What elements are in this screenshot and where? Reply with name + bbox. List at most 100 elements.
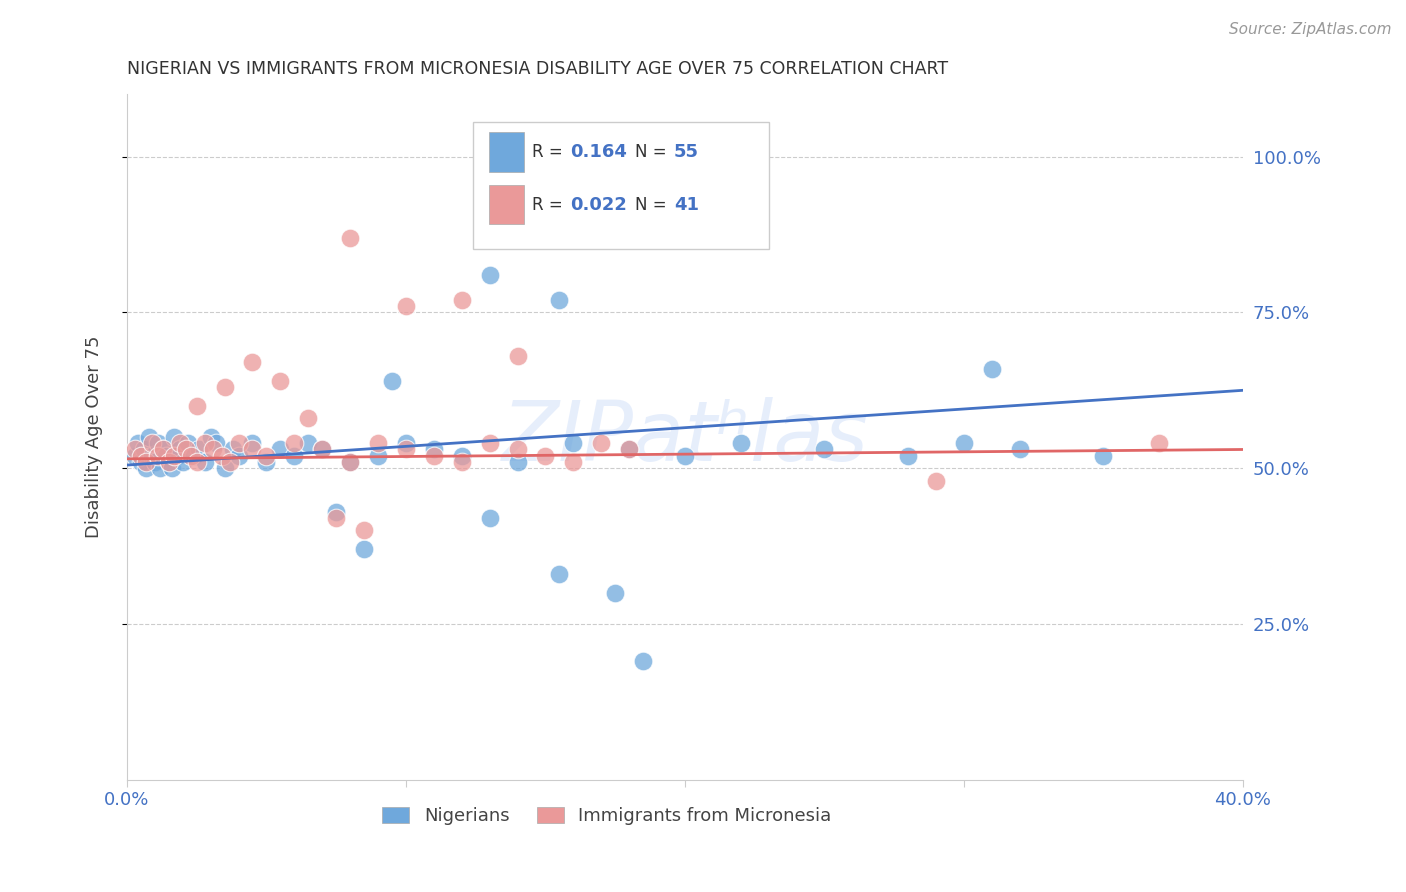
Point (202, 442, 225, 457)
Point (180, 449, 202, 463)
Point (163, 430, 186, 444)
Point (395, 442, 418, 457)
Point (129, 455, 152, 469)
Point (297, 436, 319, 450)
Point (146, 436, 169, 450)
Point (395, 299, 418, 313)
Point (617, 442, 640, 457)
Point (730, 436, 752, 450)
Point (214, 380, 236, 394)
Point (591, 436, 613, 450)
Point (219, 455, 242, 469)
Point (423, 442, 446, 457)
Point (127, 436, 149, 450)
Point (174, 442, 197, 457)
Point (242, 355, 264, 369)
Point (423, 449, 446, 463)
Point (194, 436, 217, 450)
Point (450, 449, 472, 463)
Point (254, 449, 277, 463)
Point (925, 474, 948, 488)
Point (152, 442, 174, 457)
Legend: Nigerians, Immigrants from Micronesia: Nigerians, Immigrants from Micronesia (375, 799, 838, 832)
Point (450, 455, 472, 469)
Point (129, 449, 152, 463)
Point (617, 442, 640, 457)
Point (188, 442, 211, 457)
Point (124, 449, 146, 463)
Point (367, 436, 389, 450)
Point (160, 461, 183, 475)
Point (214, 461, 236, 475)
Point (138, 430, 160, 444)
Y-axis label: Disability Age Over 75: Disability Age Over 75 (86, 335, 103, 538)
Point (163, 449, 186, 463)
Text: R =: R = (531, 143, 568, 161)
Text: N =: N = (634, 143, 672, 161)
Point (395, 436, 418, 450)
Point (562, 455, 585, 469)
Point (194, 455, 217, 469)
Point (132, 442, 155, 457)
Point (135, 455, 157, 469)
Point (283, 436, 305, 450)
Point (124, 442, 146, 457)
Point (325, 505, 347, 519)
Point (325, 511, 347, 525)
Point (311, 442, 333, 457)
Point (242, 442, 264, 457)
Text: Source: ZipAtlas.com: Source: ZipAtlas.com (1229, 22, 1392, 37)
Point (339, 230, 361, 244)
Point (141, 436, 163, 450)
FancyBboxPatch shape (488, 186, 524, 224)
Point (353, 524, 375, 538)
Point (186, 455, 208, 469)
Point (205, 436, 228, 450)
Point (548, 293, 571, 307)
Point (506, 442, 529, 457)
Point (478, 268, 501, 282)
Point (339, 455, 361, 469)
Point (605, 586, 627, 600)
Point (367, 449, 389, 463)
Text: N =: N = (634, 195, 672, 214)
Point (980, 361, 1002, 376)
Point (897, 449, 920, 463)
Text: 41: 41 (673, 195, 699, 214)
Text: ZIPatʰlas: ZIPatʰlas (502, 397, 869, 477)
Point (381, 374, 404, 388)
Point (169, 442, 191, 457)
Point (673, 449, 696, 463)
Point (450, 293, 472, 307)
Point (269, 442, 291, 457)
Point (211, 449, 233, 463)
Text: R =: R = (531, 195, 568, 214)
Point (166, 449, 188, 463)
Point (146, 449, 169, 463)
Point (297, 411, 319, 425)
Point (548, 567, 571, 582)
Point (1092, 449, 1115, 463)
Point (478, 511, 501, 525)
Point (254, 455, 277, 469)
Point (155, 449, 177, 463)
Point (605, 224, 627, 238)
Point (222, 442, 245, 457)
Point (228, 449, 250, 463)
FancyBboxPatch shape (472, 122, 769, 249)
Point (172, 455, 194, 469)
Point (283, 449, 305, 463)
Point (143, 455, 166, 469)
Text: 0.022: 0.022 (569, 195, 627, 214)
Point (339, 455, 361, 469)
Point (242, 436, 264, 450)
Point (141, 449, 163, 463)
Point (157, 455, 180, 469)
Point (1149, 436, 1171, 450)
Point (186, 399, 208, 413)
Point (135, 461, 157, 475)
Point (562, 436, 585, 450)
Point (506, 349, 529, 363)
Text: NIGERIAN VS IMMIGRANTS FROM MICRONESIA DISABILITY AGE OVER 75 CORRELATION CHART: NIGERIAN VS IMMIGRANTS FROM MICRONESIA D… (127, 60, 948, 78)
Point (152, 442, 174, 457)
